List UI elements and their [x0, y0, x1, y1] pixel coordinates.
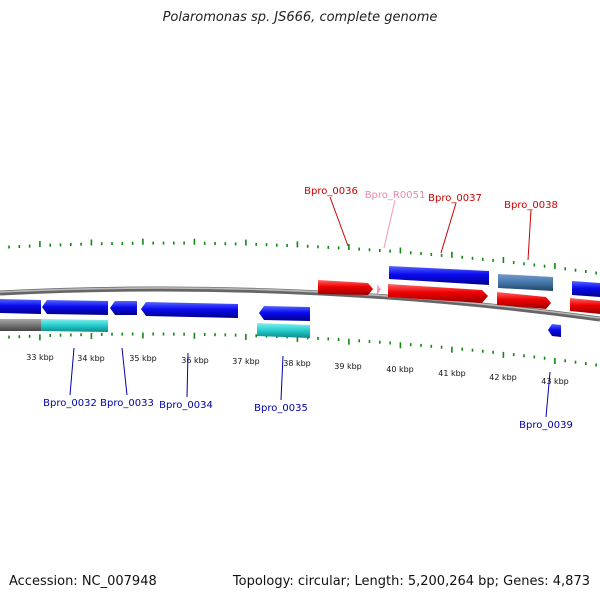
rna-feature-cyan-1[interactable]: [41, 319, 108, 332]
gene-feature-bpro-0037-reverse[interactable]: [389, 266, 489, 285]
gene-feature-bpro-0034[interactable]: [141, 302, 238, 318]
label-leaders: [69, 196, 551, 418]
gene-label-bpro-0039[interactable]: Bpro_0039: [519, 420, 573, 431]
gene-label-bpro-0034[interactable]: Bpro_0034: [159, 400, 213, 411]
gene-label-bpro-r0051[interactable]: Bpro_R0051: [365, 190, 426, 201]
gene-feature-edge-red[interactable]: [570, 298, 600, 314]
gene-label-bpro-0038[interactable]: Bpro_0038: [504, 200, 558, 211]
gene-feature-bpro-0035[interactable]: [259, 306, 310, 321]
accession-info: Accession: NC_007948: [9, 574, 157, 589]
scale-labels: 33 kbp 34 kbp 35 kbp 36 kbp 37 kbp 38 kb…: [26, 353, 569, 386]
gene-feature-bpro-0032[interactable]: [42, 300, 108, 315]
gene-feature-bpro-0033[interactable]: [110, 301, 137, 315]
gene-feature-bpro-0038[interactable]: [497, 292, 551, 309]
rna-feature-cyan-2[interactable]: [257, 323, 310, 338]
gene-feature-edge-blue[interactable]: [572, 281, 600, 297]
tick-marks-outer: [8, 238, 597, 275]
scale-label: 36 kbp: [181, 356, 209, 365]
genome-stats: Topology: circular; Length: 5,200,264 bp…: [232, 574, 590, 589]
page-title: Polaromonas sp. JS666, complete genome: [162, 10, 438, 25]
gene-feature-bpro-0037[interactable]: [388, 284, 488, 303]
scale-label: 42 kbp: [489, 373, 517, 382]
gene-labels-bottom: Bpro_0032 Bpro_0033 Bpro_0034 Bpro_0035 …: [43, 398, 573, 431]
trna-feature-bpro-r0051[interactable]: [377, 284, 381, 295]
scale-label: 41 kbp: [438, 369, 466, 378]
gene-feature-left-edge[interactable]: [0, 299, 41, 314]
scale-label: 40 kbp: [386, 365, 414, 374]
gene-label-bpro-0036[interactable]: Bpro_0036: [304, 186, 358, 197]
gray-feature[interactable]: [0, 319, 41, 331]
scale-label: 38 kbp: [283, 359, 311, 368]
gene-label-bpro-0037[interactable]: Bpro_0037: [428, 193, 482, 204]
gene-feature-bpro-0038-steel[interactable]: [498, 274, 553, 291]
scale-label: 34 kbp: [77, 354, 105, 363]
gene-feature-bpro-0036[interactable]: [318, 280, 373, 295]
gene-labels-top: Bpro_0036 Bpro_R0051 Bpro_0037 Bpro_0038: [304, 186, 558, 211]
scale-label: 37 kbp: [232, 357, 260, 366]
feature-track-outer: [318, 266, 600, 314]
gene-label-bpro-0035[interactable]: Bpro_0035: [254, 403, 308, 414]
gene-feature-bpro-0039[interactable]: [548, 324, 561, 337]
feature-track-inner: [0, 299, 561, 338]
genome-backbone: [0, 286, 600, 322]
scale-label: 33 kbp: [26, 353, 54, 362]
gene-label-bpro-0033[interactable]: Bpro_0033: [100, 398, 154, 409]
scale-label: 43 kbp: [541, 377, 569, 386]
gene-label-bpro-0032[interactable]: Bpro_0032: [43, 398, 97, 409]
scale-label: 35 kbp: [129, 354, 157, 363]
tick-marks-inner: [8, 332, 597, 367]
scale-label: 39 kbp: [334, 362, 362, 371]
